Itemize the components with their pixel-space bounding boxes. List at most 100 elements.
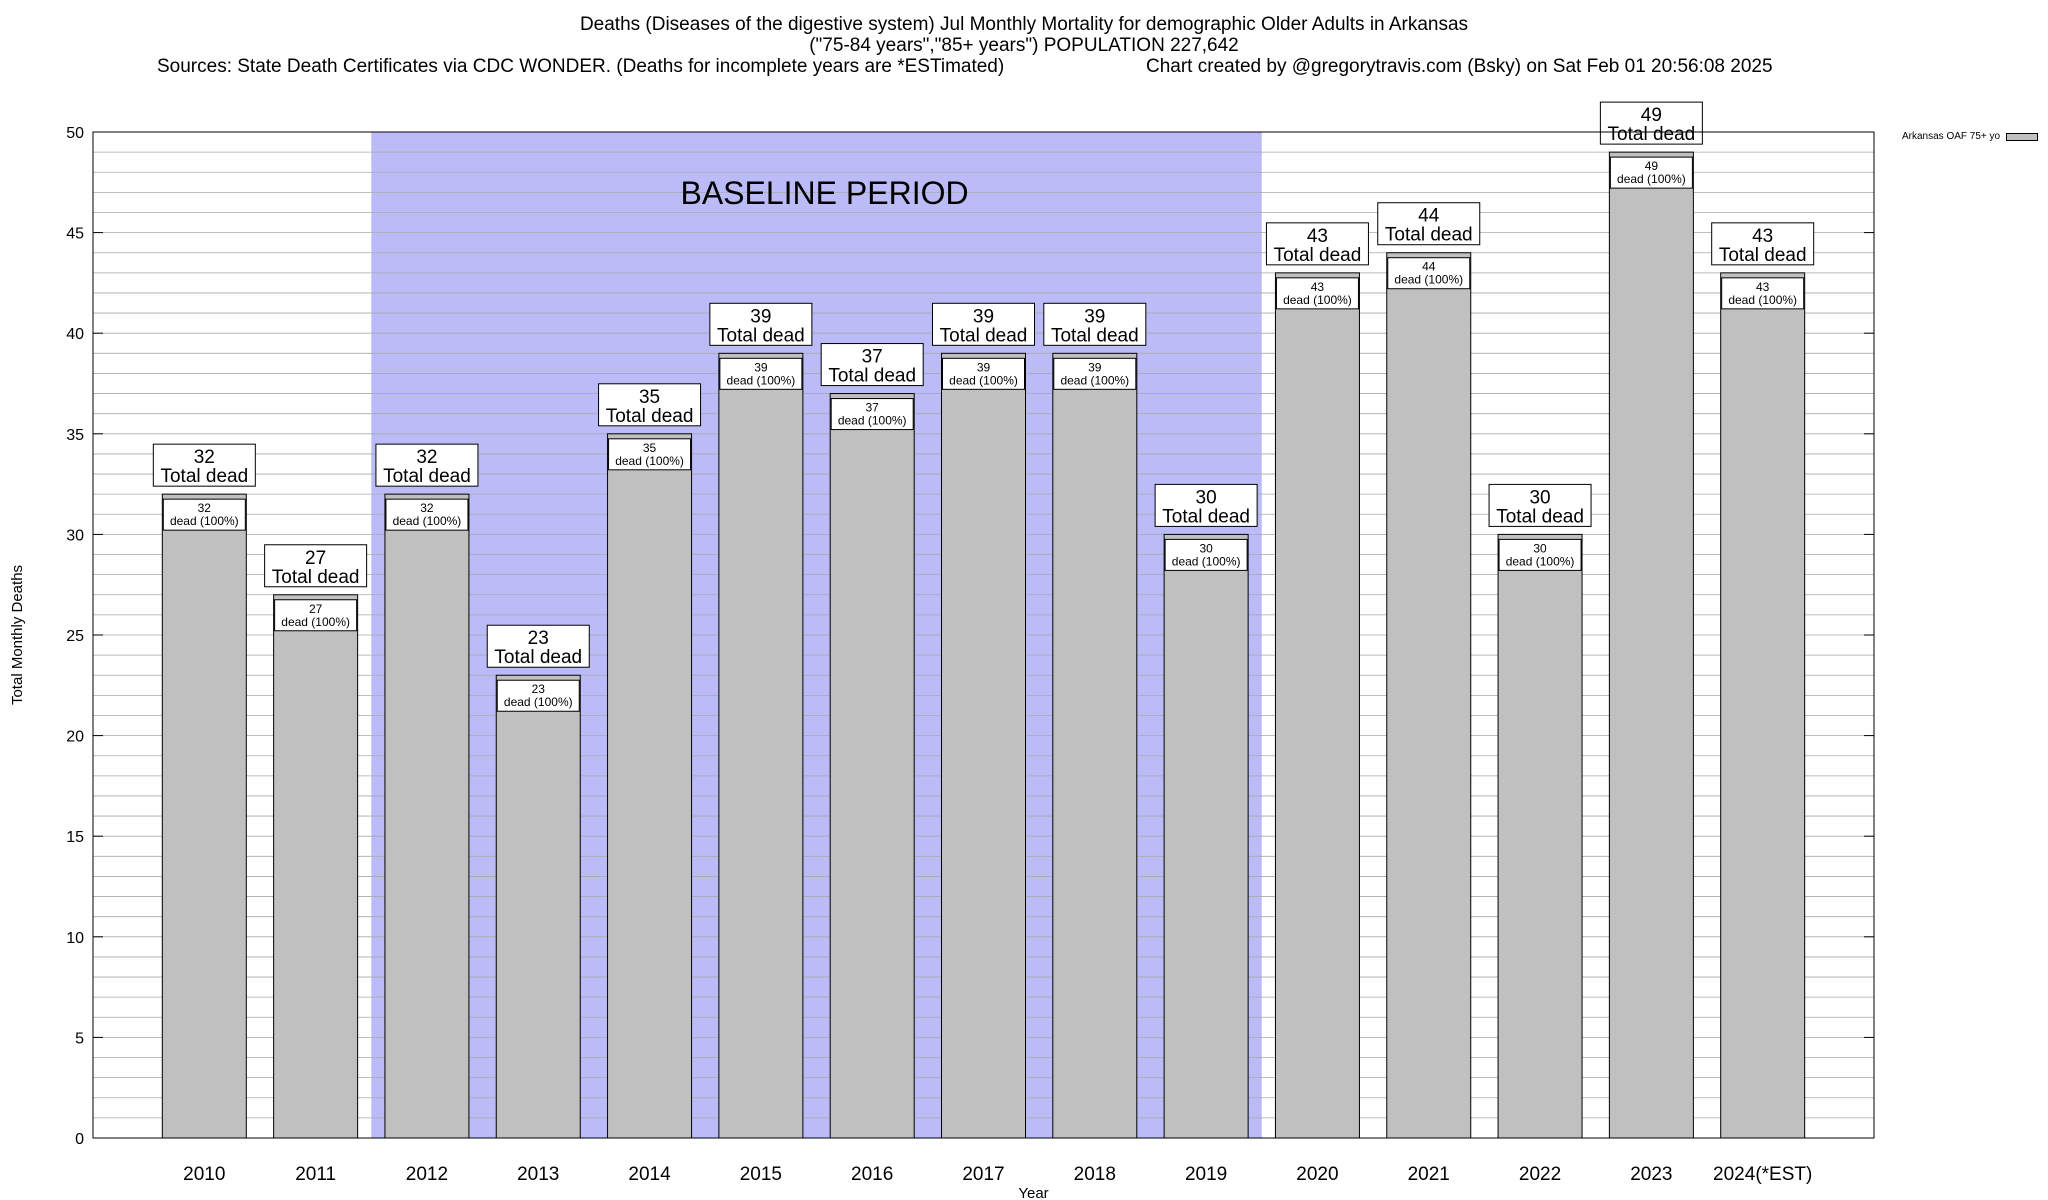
bar-inner-label: dead (100%): [1506, 554, 1575, 568]
bar-2020: [1274, 272, 1360, 1139]
bar-total-label-box: [1265, 222, 1369, 266]
bar-inner-label: dead (100%): [615, 454, 684, 468]
bar-inner-label: dead (100%): [838, 414, 907, 428]
bar-2019: [1163, 533, 1249, 1139]
bar-total-value: 35: [639, 387, 660, 408]
bar-inner-label-box: [719, 357, 803, 390]
x-tick-label: 2018: [1074, 1164, 1116, 1185]
bar-inner-label: dead (100%): [281, 615, 350, 629]
y-tick-label: 35: [66, 427, 84, 444]
bar-inner-label: dead (100%): [949, 373, 1018, 387]
x-tick-label: 2019: [1185, 1164, 1227, 1185]
bar-inner-value: 44: [1422, 260, 1436, 274]
x-tick-label: 2010: [183, 1164, 225, 1185]
bar-inner-label: dead (100%): [1617, 172, 1686, 186]
bar-inner-label-box: [1609, 156, 1693, 189]
bar-total-label-box: [486, 624, 590, 668]
bar-2014: [607, 433, 693, 1139]
bar-total-label: Total dead: [1385, 225, 1473, 246]
x-tick-label: 2015: [740, 1164, 782, 1185]
bar-total-value: 30: [1529, 487, 1550, 508]
bar-inner-label: dead (100%): [1394, 273, 1463, 287]
x-tick-label: 2023: [1630, 1164, 1672, 1185]
bar-2016: [829, 393, 915, 1139]
x-tick-label: 2014: [628, 1164, 671, 1185]
bar-total-value: 30: [1196, 487, 1217, 508]
bar-inner-label-box: [1721, 277, 1805, 310]
bar-inner-value: 35: [643, 441, 657, 455]
y-tick-label: 45: [66, 226, 84, 243]
bar-inner-label-box: [942, 357, 1025, 390]
bar-inner-label-box: [1053, 357, 1137, 390]
y-tick-label: 20: [66, 729, 84, 746]
bar-total-label: Total dead: [383, 466, 471, 487]
x-tick-label: 2017: [962, 1164, 1004, 1185]
bar-total-label: Total dead: [606, 406, 694, 427]
bar-2017: [941, 352, 1026, 1139]
bar-total-value: 32: [416, 447, 437, 468]
bar-total-label-box: [598, 383, 702, 427]
y-tick-label: 30: [66, 527, 84, 544]
bar-total-label-box: [1488, 483, 1592, 527]
bar-total-label: Total dead: [1496, 506, 1584, 527]
bar-total-value: 32: [194, 447, 215, 468]
bar-inner-value: 39: [977, 360, 991, 374]
bar-total-label-box: [152, 443, 256, 487]
bar-total-label: Total dead: [1051, 325, 1139, 346]
bar-total-label-box: [1599, 101, 1703, 145]
bar-2011: [273, 594, 359, 1139]
bar-inner-value: 39: [754, 360, 768, 374]
x-tick-label: 2022: [1519, 1164, 1561, 1185]
bar-total-label: Total dead: [1162, 506, 1250, 527]
bar-total-label: Total dead: [494, 647, 582, 668]
chart-subtitle: ("75-84 years","85+ years") POPULATION 2…: [809, 35, 1239, 56]
y-tick-label: 5: [75, 1030, 84, 1047]
bar-total-value: 27: [305, 548, 326, 569]
bar-total-label-box: [820, 343, 924, 387]
plot-border: [92, 131, 1875, 1139]
legend: Arkansas OAF 75+ yo: [1902, 131, 2039, 142]
bar-2018: [1052, 352, 1138, 1139]
bar-total-label: Total dead: [160, 466, 248, 487]
bar-inner-label-box: [162, 498, 246, 531]
bar-inner-label: dead (100%): [727, 373, 796, 387]
legend-swatch: [2006, 132, 2039, 141]
bar-total-label-box: [1043, 302, 1147, 346]
bar-total-label: Total dead: [1608, 124, 1696, 145]
bar-2013: [495, 674, 581, 1139]
bar-inner-label-box: [830, 398, 914, 431]
x-tick-label: 2020: [1296, 1164, 1338, 1185]
x-tick-label: 2024(*EST): [1713, 1164, 1812, 1185]
bar-total-label: Total dead: [940, 325, 1028, 346]
bar-inner-label-box: [1164, 538, 1248, 571]
bar-inner-label: dead (100%): [170, 514, 239, 528]
bar-total-value: 44: [1418, 206, 1440, 227]
bar-inner-value: 23: [532, 682, 546, 696]
bar-total-label-box: [1711, 222, 1815, 266]
bar-inner-label-box: [1275, 277, 1359, 310]
bar-total-value: 39: [973, 306, 994, 327]
bar-total-label: Total dead: [717, 325, 805, 346]
bar-total-label-box: [1154, 483, 1258, 527]
bar-2021: [1386, 252, 1472, 1139]
bar-total-label: Total dead: [272, 567, 360, 588]
chart-title: Deaths (Diseases of the digestive system…: [579, 14, 1469, 35]
bar-total-label: Total dead: [828, 366, 916, 387]
bar-total-value: 39: [750, 306, 771, 327]
bar-2012: [384, 493, 470, 1139]
y-tick-label: 40: [66, 326, 84, 343]
bar-2023: [1608, 151, 1694, 1139]
bar-total-label: Total dead: [1719, 245, 1807, 266]
bar-inner-label-box: [608, 438, 692, 471]
chart-title-block: Deaths (Diseases of the digestive system…: [0, 14, 2048, 56]
bar-inner-value: 32: [198, 501, 212, 515]
bar-total-label-box: [264, 544, 368, 588]
bar-inner-value: 39: [1088, 360, 1102, 374]
sources-text: Sources: State Death Certificates via CD…: [157, 56, 1005, 77]
bar-inner-value: 49: [1645, 159, 1659, 173]
x-tick-label: 2016: [851, 1164, 893, 1185]
bar-inner-value: 30: [1533, 541, 1547, 555]
x-tick-label: 2011: [295, 1164, 336, 1185]
bar-total-label-box: [1377, 202, 1481, 246]
bar-inner-label: dead (100%): [1172, 554, 1241, 568]
